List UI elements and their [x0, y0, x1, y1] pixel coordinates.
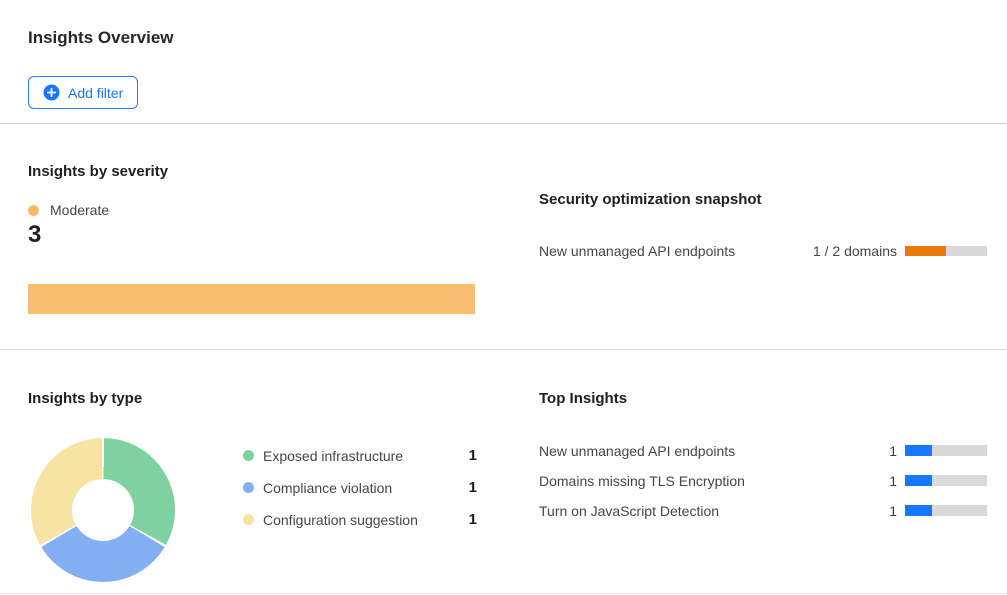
security-optimization-snapshot-card: Security optimization snapshot New unman…: [539, 124, 1007, 349]
blue-legend-dot-icon: [243, 482, 254, 493]
snapshot-progress-bar: [905, 246, 987, 256]
top-insight-value: 1: [889, 502, 897, 519]
add-filter-button[interactable]: Add filter: [28, 76, 139, 109]
top-insight-bar: [905, 445, 987, 456]
snapshot-row-label: New unmanaged API endpoints: [539, 243, 736, 259]
severity-legend-item: Moderate: [28, 202, 539, 218]
top-insight-value: 1: [889, 472, 897, 489]
type-legend-count: 1: [468, 447, 477, 464]
type-legend: Exposed infrastructure 1 Compliance viol…: [243, 438, 477, 582]
insights-by-type-card: Insights by type Exposed infrastructure …: [0, 350, 539, 595]
top-insight-label: Domains missing TLS Encryption: [539, 472, 745, 489]
top-insight-row-javascript-detection: Turn on JavaScript Detection 1: [539, 502, 987, 519]
type-legend-label: Compliance violation: [263, 479, 393, 496]
plus-circle-icon: [43, 84, 60, 101]
severity-bar-fill: [28, 284, 475, 314]
top-insight-bar: [905, 505, 987, 516]
insights-type-donut-chart: [31, 438, 175, 582]
snapshot-card-title: Security optimization snapshot: [539, 191, 762, 208]
top-insights-title: Top Insights: [539, 390, 628, 407]
severity-bar: [28, 284, 475, 314]
type-legend-row-compliance-violation: Compliance violation 1: [243, 479, 477, 496]
top-insight-label: Turn on JavaScript Detection: [539, 502, 720, 519]
add-filter-label: Add filter: [68, 84, 124, 101]
type-legend-count: 1: [468, 479, 477, 496]
moderate-legend-dot-icon: [28, 204, 39, 216]
top-insight-row-tls-encryption: Domains missing TLS Encryption 1: [539, 472, 987, 489]
type-legend-row-exposed-infrastructure: Exposed infrastructure 1: [243, 447, 477, 464]
top-insight-bar-fill: [905, 475, 933, 486]
type-legend-count: 1: [468, 511, 477, 528]
snapshot-progress-fill: [905, 246, 946, 256]
section-divider: [0, 349, 1007, 350]
green-legend-dot-icon: [243, 450, 254, 461]
top-insight-bar-fill: [905, 505, 933, 516]
page-header: Insights Overview Add filter: [0, 0, 1007, 109]
top-insight-value: 1: [889, 442, 897, 459]
severity-card-title: Insights by severity: [28, 163, 169, 180]
type-legend-label: Exposed infrastructure: [263, 447, 404, 464]
top-insight-bar: [905, 475, 987, 486]
type-legend-row-configuration-suggestion: Configuration suggestion 1: [243, 511, 477, 528]
type-card-body: Exposed infrastructure 1 Compliance viol…: [28, 438, 539, 582]
header-divider: [0, 123, 1007, 124]
top-insights-card: Top Insights New unmanaged API endpoints…: [539, 350, 1007, 595]
row-type-topinsights: Insights by type Exposed infrastructure …: [0, 350, 1007, 595]
severity-count: 3: [28, 221, 42, 248]
page-title: Insights Overview: [28, 28, 174, 47]
severity-legend-label: Moderate: [50, 202, 110, 218]
top-insight-row-api-endpoints: New unmanaged API endpoints 1: [539, 442, 987, 459]
insights-by-severity-card: Insights by severity Moderate 3: [0, 124, 539, 349]
type-card-title: Insights by type: [28, 390, 143, 407]
snapshot-row: New unmanaged API endpoints 1 / 2 domain…: [539, 243, 987, 259]
top-insight-label: New unmanaged API endpoints: [539, 442, 736, 459]
snapshot-row-value: 1 / 2 domains: [812, 243, 897, 259]
yellow-legend-dot-icon: [243, 514, 254, 525]
bottom-divider: [0, 593, 1007, 594]
row-severity-snapshot: Insights by severity Moderate 3 Security…: [0, 124, 1007, 349]
top-insight-bar-fill: [905, 445, 933, 456]
type-legend-label: Configuration suggestion: [263, 511, 418, 528]
